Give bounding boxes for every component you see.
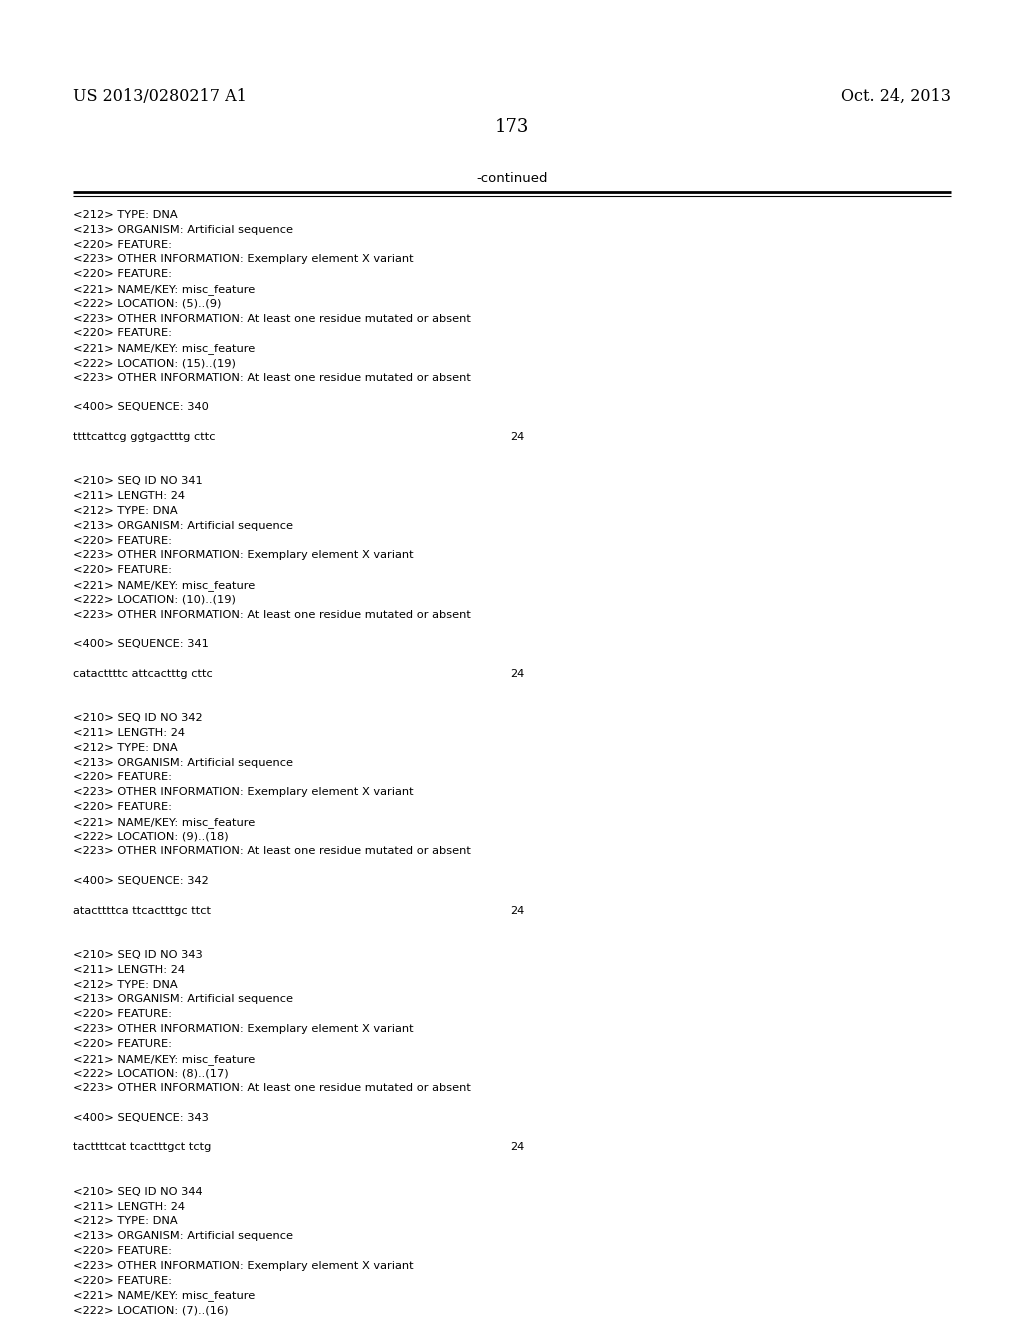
Text: <400> SEQUENCE: 342: <400> SEQUENCE: 342: [73, 876, 209, 886]
Text: <222> LOCATION: (5)..(9): <222> LOCATION: (5)..(9): [73, 298, 221, 309]
Text: <220> FEATURE:: <220> FEATURE:: [73, 1246, 172, 1257]
Text: 24: 24: [510, 1142, 524, 1152]
Text: <222> LOCATION: (15)..(19): <222> LOCATION: (15)..(19): [73, 358, 236, 368]
Text: 173: 173: [495, 117, 529, 136]
Text: <213> ORGANISM: Artificial sequence: <213> ORGANISM: Artificial sequence: [73, 758, 293, 768]
Text: <210> SEQ ID NO 342: <210> SEQ ID NO 342: [73, 713, 203, 723]
Text: <222> LOCATION: (10)..(19): <222> LOCATION: (10)..(19): [73, 595, 236, 605]
Text: <223> OTHER INFORMATION: At least one residue mutated or absent: <223> OTHER INFORMATION: At least one re…: [73, 1084, 471, 1093]
Text: <212> TYPE: DNA: <212> TYPE: DNA: [73, 743, 177, 752]
Text: <221> NAME/KEY: misc_feature: <221> NAME/KEY: misc_feature: [73, 284, 255, 294]
Text: <210> SEQ ID NO 344: <210> SEQ ID NO 344: [73, 1187, 203, 1197]
Text: <400> SEQUENCE: 340: <400> SEQUENCE: 340: [73, 403, 209, 412]
Text: <213> ORGANISM: Artificial sequence: <213> ORGANISM: Artificial sequence: [73, 224, 293, 235]
Text: <222> LOCATION: (9)..(18): <222> LOCATION: (9)..(18): [73, 832, 228, 842]
Text: tacttttcat tcactttgct tctg: tacttttcat tcactttgct tctg: [73, 1142, 211, 1152]
Text: catacttttc attcactttg cttc: catacttttc attcactttg cttc: [73, 669, 213, 678]
Text: <220> FEATURE:: <220> FEATURE:: [73, 803, 172, 812]
Text: <223> OTHER INFORMATION: At least one residue mutated or absent: <223> OTHER INFORMATION: At least one re…: [73, 846, 471, 857]
Text: <212> TYPE: DNA: <212> TYPE: DNA: [73, 979, 177, 990]
Text: -continued: -continued: [476, 172, 548, 185]
Text: <220> FEATURE:: <220> FEATURE:: [73, 329, 172, 338]
Text: <400> SEQUENCE: 341: <400> SEQUENCE: 341: [73, 639, 209, 649]
Text: <223> OTHER INFORMATION: Exemplary element X variant: <223> OTHER INFORMATION: Exemplary eleme…: [73, 255, 414, 264]
Text: <212> TYPE: DNA: <212> TYPE: DNA: [73, 506, 177, 516]
Text: <211> LENGTH: 24: <211> LENGTH: 24: [73, 1201, 185, 1212]
Text: <223> OTHER INFORMATION: At least one residue mutated or absent: <223> OTHER INFORMATION: At least one re…: [73, 372, 471, 383]
Text: 24: 24: [510, 669, 524, 678]
Text: US 2013/0280217 A1: US 2013/0280217 A1: [73, 88, 247, 106]
Text: <213> ORGANISM: Artificial sequence: <213> ORGANISM: Artificial sequence: [73, 521, 293, 531]
Text: <222> LOCATION: (7)..(16): <222> LOCATION: (7)..(16): [73, 1305, 228, 1315]
Text: <221> NAME/KEY: misc_feature: <221> NAME/KEY: misc_feature: [73, 1291, 255, 1302]
Text: <223> OTHER INFORMATION: At least one residue mutated or absent: <223> OTHER INFORMATION: At least one re…: [73, 314, 471, 323]
Text: <220> FEATURE:: <220> FEATURE:: [73, 240, 172, 249]
Text: <220> FEATURE:: <220> FEATURE:: [73, 536, 172, 545]
Text: 24: 24: [510, 906, 524, 916]
Text: <210> SEQ ID NO 343: <210> SEQ ID NO 343: [73, 950, 203, 960]
Text: <220> FEATURE:: <220> FEATURE:: [73, 269, 172, 280]
Text: <212> TYPE: DNA: <212> TYPE: DNA: [73, 1217, 177, 1226]
Text: <211> LENGTH: 24: <211> LENGTH: 24: [73, 965, 185, 974]
Text: atacttttca ttcactttgc ttct: atacttttca ttcactttgc ttct: [73, 906, 211, 916]
Text: <222> LOCATION: (8)..(17): <222> LOCATION: (8)..(17): [73, 1068, 228, 1078]
Text: <221> NAME/KEY: misc_feature: <221> NAME/KEY: misc_feature: [73, 1053, 255, 1064]
Text: <221> NAME/KEY: misc_feature: <221> NAME/KEY: misc_feature: [73, 343, 255, 354]
Text: <213> ORGANISM: Artificial sequence: <213> ORGANISM: Artificial sequence: [73, 994, 293, 1005]
Text: <400> SEQUENCE: 343: <400> SEQUENCE: 343: [73, 1113, 209, 1123]
Text: <220> FEATURE:: <220> FEATURE:: [73, 1275, 172, 1286]
Text: <220> FEATURE:: <220> FEATURE:: [73, 772, 172, 783]
Text: <220> FEATURE:: <220> FEATURE:: [73, 565, 172, 576]
Text: <210> SEQ ID NO 341: <210> SEQ ID NO 341: [73, 477, 203, 486]
Text: <220> FEATURE:: <220> FEATURE:: [73, 1010, 172, 1019]
Text: 24: 24: [510, 432, 524, 442]
Text: <223> OTHER INFORMATION: Exemplary element X variant: <223> OTHER INFORMATION: Exemplary eleme…: [73, 1024, 414, 1034]
Text: <211> LENGTH: 24: <211> LENGTH: 24: [73, 729, 185, 738]
Text: <223> OTHER INFORMATION: Exemplary element X variant: <223> OTHER INFORMATION: Exemplary eleme…: [73, 550, 414, 561]
Text: <220> FEATURE:: <220> FEATURE:: [73, 1039, 172, 1049]
Text: <213> ORGANISM: Artificial sequence: <213> ORGANISM: Artificial sequence: [73, 1232, 293, 1241]
Text: <223> OTHER INFORMATION: Exemplary element X variant: <223> OTHER INFORMATION: Exemplary eleme…: [73, 1261, 414, 1271]
Text: <221> NAME/KEY: misc_feature: <221> NAME/KEY: misc_feature: [73, 817, 255, 828]
Text: <223> OTHER INFORMATION: At least one residue mutated or absent: <223> OTHER INFORMATION: At least one re…: [73, 610, 471, 619]
Text: <211> LENGTH: 24: <211> LENGTH: 24: [73, 491, 185, 502]
Text: <212> TYPE: DNA: <212> TYPE: DNA: [73, 210, 177, 220]
Text: ttttcattcg ggtgactttg cttc: ttttcattcg ggtgactttg cttc: [73, 432, 215, 442]
Text: <223> OTHER INFORMATION: Exemplary element X variant: <223> OTHER INFORMATION: Exemplary eleme…: [73, 787, 414, 797]
Text: <221> NAME/KEY: misc_feature: <221> NAME/KEY: misc_feature: [73, 579, 255, 591]
Text: Oct. 24, 2013: Oct. 24, 2013: [841, 88, 951, 106]
